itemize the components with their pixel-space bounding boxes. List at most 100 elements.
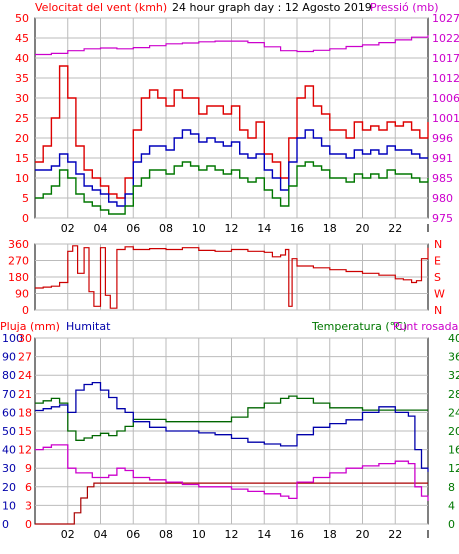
temperature-y-tick-label: 0 <box>448 518 455 531</box>
pressure-y-tick-label: 975 <box>432 212 453 225</box>
rain-axis-title: Pluja (mm) <box>0 320 60 333</box>
rain-y-tick-label: 9 <box>25 462 32 475</box>
wind-x-end-marker: I <box>426 222 429 235</box>
pressure-y-tick-label: 1012 <box>432 72 459 85</box>
rain-y-tick-label: 6 <box>25 481 32 494</box>
pressure-y-tick-label: 1001 <box>432 112 459 125</box>
direction-compass-label: N <box>434 238 442 251</box>
direction-y-tick-label: 360 <box>8 238 29 251</box>
humidity-axis-title: Humitat <box>66 320 111 333</box>
pressure-y-tick-label: 996 <box>432 132 453 145</box>
rain-y-tick-label: 27 <box>18 351 32 364</box>
wind-x-tick-label: 06 <box>126 222 140 235</box>
humidity-y-tick-label: 100 <box>2 332 23 345</box>
rain-line <box>35 482 428 525</box>
wind-axis-title: Velocitat del vent (kmh) <box>35 1 167 14</box>
temperature-axis-title: Temperatura (°C) <box>311 320 407 333</box>
humidity-y-tick-label: 30 <box>2 462 16 475</box>
humidity-x-tick-label: 12 <box>225 528 239 541</box>
pressure-line <box>35 35 429 56</box>
temperature-y-tick-label: 20 <box>448 425 459 438</box>
wind-x-tick-label: 12 <box>225 222 239 235</box>
humidity-x-tick-label: 06 <box>126 528 140 541</box>
wind-lull-line <box>35 161 429 215</box>
wind-y-tick-label: 45 <box>15 32 29 45</box>
pressure-y-tick-label: 991 <box>432 152 453 165</box>
rain-y-tick-label: 18 <box>18 406 32 419</box>
pressure-y-tick-label: 980 <box>432 192 453 205</box>
pressure-y-tick-label: 1027 <box>432 12 459 25</box>
humidity-y-tick-label: 40 <box>2 444 16 457</box>
humidity-x-tick-label: 14 <box>257 528 271 541</box>
wind-x-tick-label: 14 <box>257 222 271 235</box>
direction-y-tick-label: 180 <box>8 271 29 284</box>
direction-compass-label: S <box>434 271 441 284</box>
temperature-y-tick-label: 36 <box>448 351 459 364</box>
wind-gust-line <box>35 65 429 199</box>
temperature-y-tick-label: 4 <box>448 499 455 512</box>
humidity-y-tick-label: 70 <box>2 388 16 401</box>
wind-x-tick-label: 18 <box>323 222 337 235</box>
wind-x-tick-label: 16 <box>290 222 304 235</box>
rain-y-tick-label: 12 <box>18 444 32 457</box>
humidity-x-tick-label: 20 <box>356 528 370 541</box>
direction-compass-label: W <box>434 288 445 301</box>
wind-y-tick-label: 30 <box>15 92 29 105</box>
rain-y-tick-label: 24 <box>18 369 32 382</box>
wind-x-tick-label: 04 <box>94 222 108 235</box>
wind-x-tick-label: 02 <box>61 222 75 235</box>
pressure-y-tick-label: 1006 <box>432 92 459 105</box>
rain-y-tick-label: 21 <box>18 388 32 401</box>
wind-direction-line <box>35 245 429 309</box>
direction-compass-label: E <box>434 255 441 268</box>
pressure-y-tick-label: 985 <box>432 172 453 185</box>
humidity-x-tick-label: 02 <box>61 528 75 541</box>
wind-y-tick-label: 50 <box>15 12 29 25</box>
humidity-y-tick-label: 50 <box>2 425 16 438</box>
humidity-x-tick-label: 22 <box>388 528 402 541</box>
temperature-y-tick-label: 28 <box>448 388 459 401</box>
humidity-y-tick-label: 90 <box>2 351 16 364</box>
chart-title: 24 hour graph day : 12 Agosto 2019 <box>172 1 372 14</box>
wind-y-tick-label: 25 <box>15 112 29 125</box>
pressure-y-tick-label: 1022 <box>432 32 459 45</box>
humidity-y-tick-label: 80 <box>2 369 16 382</box>
direction-compass-label: N <box>434 304 442 317</box>
wind-average-line <box>35 129 428 207</box>
humidity-y-tick-label: 20 <box>2 481 16 494</box>
humidity-y-tick-label: 60 <box>2 406 16 419</box>
humidity-x-end-marker: I <box>426 528 429 541</box>
humidity-x-tick-label: 10 <box>192 528 206 541</box>
humidity-x-tick-label: 04 <box>94 528 108 541</box>
humidity-y-tick-label: 0 <box>2 518 9 531</box>
wind-y-tick-label: 40 <box>15 52 29 65</box>
humidity-y-tick-label: 10 <box>2 499 16 512</box>
wind-y-tick-label: 15 <box>15 152 29 165</box>
wind-y-tick-label: 0 <box>22 212 29 225</box>
humidity-x-tick-label: 08 <box>159 528 173 541</box>
temperature-y-tick-label: 40 <box>448 332 459 345</box>
temperature-y-tick-label: 24 <box>448 406 459 419</box>
wind-y-tick-label: 5 <box>22 192 29 205</box>
temperature-y-tick-label: 12 <box>448 462 459 475</box>
wind-y-tick-label: 20 <box>15 132 29 145</box>
wind-y-tick-label: 35 <box>15 72 29 85</box>
rain-y-tick-label: 0 <box>25 518 32 531</box>
rain-y-tick-label: 15 <box>18 425 32 438</box>
temperature-line <box>35 395 428 441</box>
wind-x-tick-label: 08 <box>159 222 173 235</box>
rain-y-tick-label: 30 <box>18 332 32 345</box>
direction-y-tick-label: 0 <box>22 304 29 317</box>
pressure-axis-title: Pressió (mb) <box>370 1 439 14</box>
rain-y-tick-label: 3 <box>25 499 32 512</box>
wind-x-tick-label: 10 <box>192 222 206 235</box>
wind-x-tick-label: 20 <box>356 222 370 235</box>
humidity-x-tick-label: 16 <box>290 528 304 541</box>
wind-y-tick-label: 10 <box>15 172 29 185</box>
temperature-y-tick-label: 32 <box>448 369 459 382</box>
direction-y-tick-label: 90 <box>15 288 29 301</box>
humidity-line <box>35 381 429 472</box>
dewpoint-axis-title: Punt rosada <box>393 320 458 333</box>
temperature-y-tick-label: 16 <box>448 444 459 457</box>
